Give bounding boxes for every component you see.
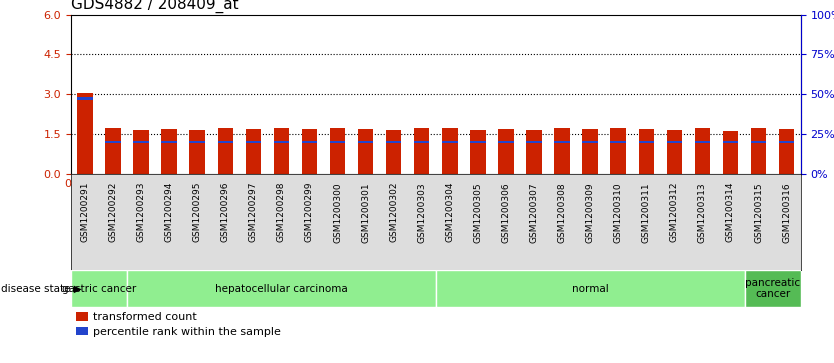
Bar xyxy=(751,141,766,143)
Bar xyxy=(442,141,458,143)
Text: GSM1200309: GSM1200309 xyxy=(585,182,595,242)
Text: GSM1200299: GSM1200299 xyxy=(305,182,314,242)
Bar xyxy=(610,141,626,143)
Text: GSM1200307: GSM1200307 xyxy=(530,182,539,242)
Text: GSM1200312: GSM1200312 xyxy=(670,182,679,242)
Legend: transformed count, percentile rank within the sample: transformed count, percentile rank withi… xyxy=(77,312,281,337)
Text: gastric cancer: gastric cancer xyxy=(62,284,136,294)
Bar xyxy=(639,129,654,174)
Bar xyxy=(105,129,121,174)
Text: 0: 0 xyxy=(64,179,71,189)
Bar xyxy=(189,130,205,174)
Text: GSM1200305: GSM1200305 xyxy=(474,182,482,242)
Text: GSM1200315: GSM1200315 xyxy=(754,182,763,242)
Bar xyxy=(329,141,345,143)
Bar xyxy=(105,141,121,143)
Bar xyxy=(695,129,710,174)
Text: GSM1200316: GSM1200316 xyxy=(782,182,791,242)
Text: hepatocellular carcinoma: hepatocellular carcinoma xyxy=(215,284,348,294)
Bar xyxy=(610,129,626,174)
Bar xyxy=(526,141,542,143)
Bar xyxy=(442,129,458,174)
Bar xyxy=(302,129,317,174)
Bar xyxy=(162,141,177,143)
Bar xyxy=(358,141,374,143)
Bar xyxy=(779,129,794,174)
Bar xyxy=(751,129,766,174)
Bar xyxy=(745,270,801,307)
Bar xyxy=(78,93,93,174)
Text: GSM1200296: GSM1200296 xyxy=(221,182,229,242)
Bar xyxy=(358,129,374,174)
Bar xyxy=(274,141,289,143)
Bar xyxy=(414,129,430,174)
Text: GSM1200292: GSM1200292 xyxy=(108,182,118,242)
Text: GDS4882 / 208409_at: GDS4882 / 208409_at xyxy=(71,0,239,13)
Text: GSM1200295: GSM1200295 xyxy=(193,182,202,242)
Text: GSM1200301: GSM1200301 xyxy=(361,182,370,242)
Text: GSM1200291: GSM1200291 xyxy=(80,182,89,242)
Bar xyxy=(218,141,233,143)
Text: pancreatic
cancer: pancreatic cancer xyxy=(745,278,800,299)
Bar xyxy=(555,129,570,174)
Bar xyxy=(435,270,745,307)
Bar xyxy=(133,141,148,143)
Bar xyxy=(666,130,682,174)
Bar xyxy=(498,129,514,174)
Text: GSM1200303: GSM1200303 xyxy=(417,182,426,242)
Text: GSM1200294: GSM1200294 xyxy=(164,182,173,242)
Text: GSM1200300: GSM1200300 xyxy=(333,182,342,242)
Bar xyxy=(302,141,317,143)
Text: disease state ▶: disease state ▶ xyxy=(2,284,83,294)
Bar xyxy=(666,141,682,143)
Bar xyxy=(582,141,598,143)
Bar xyxy=(386,130,401,174)
Text: GSM1200293: GSM1200293 xyxy=(137,182,146,242)
Text: GSM1200302: GSM1200302 xyxy=(389,182,398,242)
Text: GSM1200308: GSM1200308 xyxy=(558,182,566,242)
Bar xyxy=(133,130,148,174)
Text: normal: normal xyxy=(572,284,609,294)
Text: GSM1200297: GSM1200297 xyxy=(249,182,258,242)
Text: GSM1200313: GSM1200313 xyxy=(698,182,707,242)
Bar xyxy=(414,141,430,143)
Bar xyxy=(555,141,570,143)
Text: GSM1200298: GSM1200298 xyxy=(277,182,286,242)
Bar xyxy=(329,129,345,174)
Text: GSM1200304: GSM1200304 xyxy=(445,182,455,242)
Bar xyxy=(218,129,233,174)
Text: GSM1200310: GSM1200310 xyxy=(614,182,623,242)
Bar xyxy=(639,141,654,143)
Bar xyxy=(245,141,261,143)
Bar xyxy=(274,129,289,174)
Bar xyxy=(779,141,794,143)
Text: GSM1200314: GSM1200314 xyxy=(726,182,735,242)
Bar xyxy=(695,141,710,143)
Bar xyxy=(127,270,435,307)
Text: GSM1200306: GSM1200306 xyxy=(501,182,510,242)
Bar xyxy=(582,129,598,174)
Bar xyxy=(526,130,542,174)
Bar xyxy=(470,130,485,174)
Bar xyxy=(470,141,485,143)
Text: GSM1200311: GSM1200311 xyxy=(642,182,651,242)
Bar xyxy=(723,131,738,174)
Bar xyxy=(189,141,205,143)
Bar xyxy=(245,129,261,174)
Bar xyxy=(162,129,177,174)
Bar xyxy=(498,141,514,143)
Bar xyxy=(71,270,127,307)
Bar xyxy=(386,141,401,143)
Bar xyxy=(78,97,93,100)
Bar xyxy=(723,141,738,143)
